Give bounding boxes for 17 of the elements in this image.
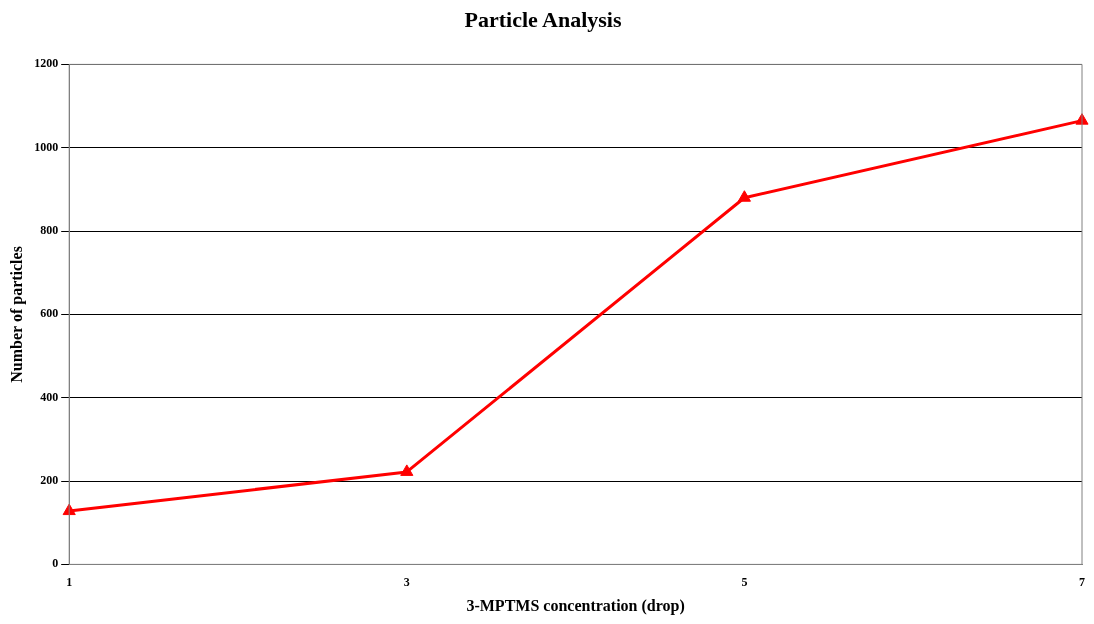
chart-title: Particle Analysis xyxy=(464,6,622,32)
x-tick-label: 1 xyxy=(66,574,73,589)
x-tick-label: 7 xyxy=(1079,574,1085,589)
point xyxy=(737,190,751,202)
y-axis-title: Number of particles xyxy=(7,246,26,383)
point xyxy=(400,464,414,476)
y-tick-label: 600 xyxy=(40,306,59,321)
y-tick-label: 200 xyxy=(40,473,59,488)
y-tick-label: 800 xyxy=(40,223,59,238)
y-tick-label: 1000 xyxy=(34,139,59,154)
x-tick-label: 3 xyxy=(403,574,410,589)
y-tick-label: 0 xyxy=(52,556,59,571)
x-axis-title: 3-MPTMS concentration (drop) xyxy=(466,596,685,615)
x-tick-label: 5 xyxy=(741,574,748,589)
y-tick-label: 400 xyxy=(40,389,59,404)
y-tick-label: 1200 xyxy=(34,56,59,71)
point xyxy=(62,503,76,516)
